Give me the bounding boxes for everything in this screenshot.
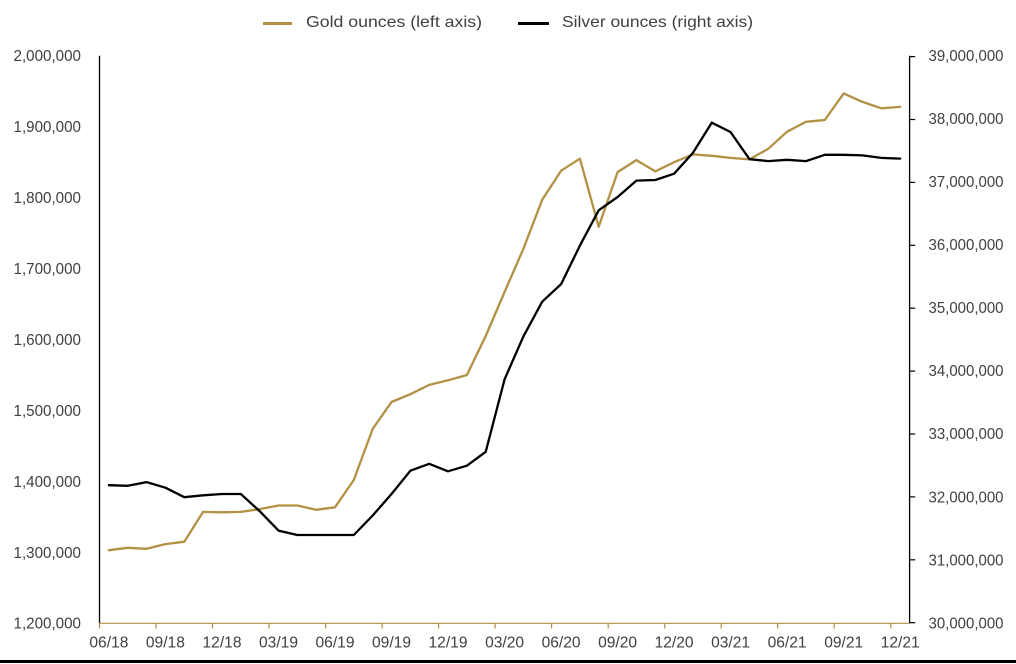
svg-text:1,200,000: 1,200,000 bbox=[14, 616, 82, 633]
svg-text:38,000,000: 38,000,000 bbox=[929, 111, 1004, 128]
svg-text:30,000,000: 30,000,000 bbox=[929, 615, 1004, 632]
svg-text:35,000,000: 35,000,000 bbox=[929, 300, 1004, 317]
svg-text:09/20: 09/20 bbox=[598, 635, 637, 652]
svg-text:2,000,000: 2,000,000 bbox=[14, 48, 82, 65]
svg-text:06/20: 06/20 bbox=[542, 635, 581, 652]
svg-text:12/18: 12/18 bbox=[203, 635, 242, 652]
svg-text:1,500,000: 1,500,000 bbox=[14, 403, 82, 420]
svg-text:06/18: 06/18 bbox=[89, 635, 128, 652]
svg-text:39,000,000: 39,000,000 bbox=[929, 48, 1004, 65]
svg-text:09/21: 09/21 bbox=[824, 635, 863, 652]
svg-text:34,000,000: 34,000,000 bbox=[929, 363, 1004, 380]
svg-text:06/19: 06/19 bbox=[316, 635, 355, 652]
svg-text:1,600,000: 1,600,000 bbox=[14, 332, 82, 349]
svg-text:Silver ounces (right axis): Silver ounces (right axis) bbox=[562, 14, 753, 31]
svg-text:03/19: 03/19 bbox=[259, 635, 298, 652]
svg-text:31,000,000: 31,000,000 bbox=[929, 552, 1004, 569]
svg-text:32,000,000: 32,000,000 bbox=[929, 489, 1004, 506]
svg-text:03/21: 03/21 bbox=[711, 635, 750, 652]
svg-text:12/20: 12/20 bbox=[655, 635, 694, 652]
svg-text:03/20: 03/20 bbox=[485, 635, 524, 652]
svg-text:1,300,000: 1,300,000 bbox=[14, 545, 82, 562]
svg-text:06/21: 06/21 bbox=[768, 635, 807, 652]
svg-text:09/18: 09/18 bbox=[146, 635, 185, 652]
svg-text:1,400,000: 1,400,000 bbox=[14, 474, 82, 491]
svg-text:1,700,000: 1,700,000 bbox=[14, 261, 82, 278]
svg-text:1,800,000: 1,800,000 bbox=[14, 190, 82, 207]
svg-text:09/19: 09/19 bbox=[372, 635, 411, 652]
svg-text:12/21: 12/21 bbox=[881, 635, 920, 652]
svg-text:33,000,000: 33,000,000 bbox=[929, 426, 1004, 443]
svg-text:1,900,000: 1,900,000 bbox=[14, 119, 82, 136]
svg-text:Gold ounces (left axis): Gold ounces (left axis) bbox=[306, 14, 482, 31]
svg-text:37,000,000: 37,000,000 bbox=[929, 174, 1004, 191]
svg-text:36,000,000: 36,000,000 bbox=[929, 237, 1004, 254]
svg-text:12/19: 12/19 bbox=[429, 635, 468, 652]
